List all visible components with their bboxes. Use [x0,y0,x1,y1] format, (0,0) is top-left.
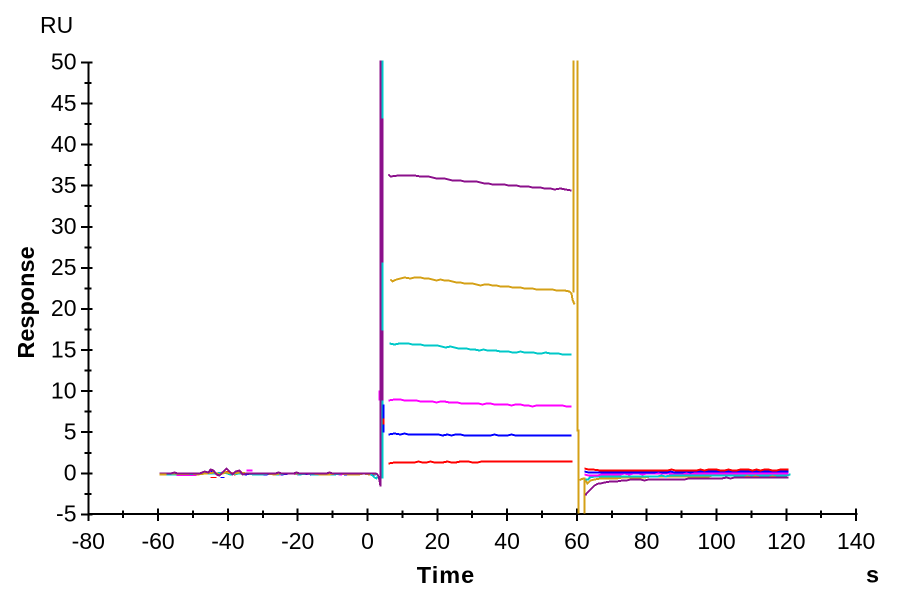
svg-text:Response: Response [13,246,39,358]
svg-text:25: 25 [51,254,77,280]
svg-text:80: 80 [634,528,660,554]
svg-text:20: 20 [51,295,77,321]
svg-text:-80: -80 [72,528,105,554]
svg-text:15: 15 [51,336,77,362]
svg-text:45: 45 [51,90,77,116]
svg-text:-20: -20 [281,528,314,554]
svg-text:60: 60 [564,528,590,554]
svg-text:5: 5 [64,419,77,445]
svg-text:s: s [866,562,879,588]
svg-text:RU: RU [40,12,73,38]
svg-text:40: 40 [51,131,77,157]
svg-text:10: 10 [51,377,77,403]
svg-text:140: 140 [837,528,875,554]
svg-text:100: 100 [697,528,735,554]
svg-text:0: 0 [64,460,77,486]
svg-text:30: 30 [51,213,77,239]
svg-text:-5: -5 [56,501,76,527]
svg-text:-40: -40 [211,528,244,554]
svg-text:20: 20 [425,528,451,554]
svg-text:40: 40 [494,528,520,554]
svg-text:0: 0 [361,528,374,554]
svg-text:35: 35 [51,172,77,198]
svg-text:-60: -60 [141,528,174,554]
svg-text:120: 120 [767,528,805,554]
svg-text:Time: Time [417,562,475,588]
svg-text:50: 50 [51,49,77,75]
